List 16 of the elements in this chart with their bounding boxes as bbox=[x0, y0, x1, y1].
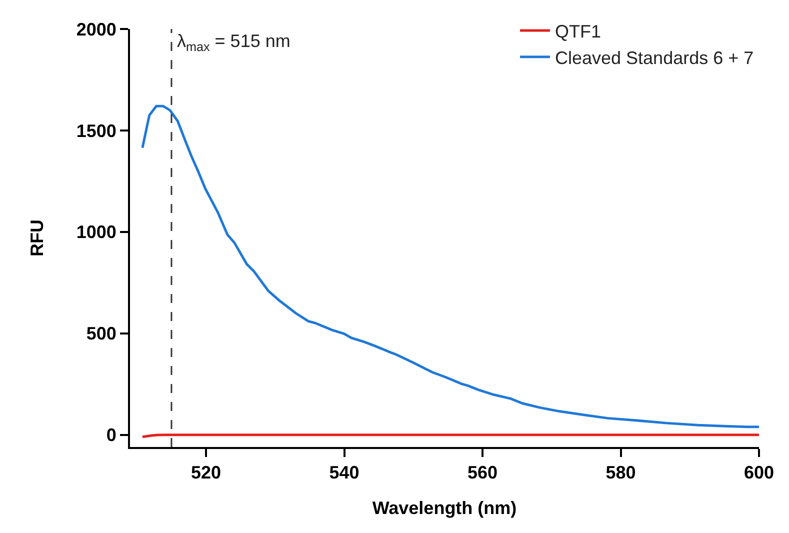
y-axis-title: RFU bbox=[27, 220, 48, 256]
y-tick-label: 1500 bbox=[76, 120, 116, 141]
x-tick-label: 580 bbox=[606, 462, 636, 483]
y-tick-label: 2000 bbox=[76, 19, 116, 40]
ref-line-label: λ$_{max}$ = 515 nm bbox=[177, 31, 290, 54]
legend-label: QTF1 bbox=[555, 22, 602, 42]
x-tick-label: 520 bbox=[191, 462, 222, 483]
x-axis-title: Wavelength (nm) bbox=[372, 498, 517, 518]
x-tick-label: 560 bbox=[467, 462, 498, 483]
x-tick-label: 540 bbox=[329, 462, 360, 483]
x-tick-label: 600 bbox=[744, 462, 774, 483]
legend-label: Cleaved Standards 6 + 7 bbox=[555, 48, 754, 68]
y-tick-label: 500 bbox=[86, 324, 116, 344]
y-tick-label: 1000 bbox=[76, 222, 116, 242]
line-series bbox=[141, 104, 759, 428]
y-tick-label: 0 bbox=[106, 425, 116, 446]
